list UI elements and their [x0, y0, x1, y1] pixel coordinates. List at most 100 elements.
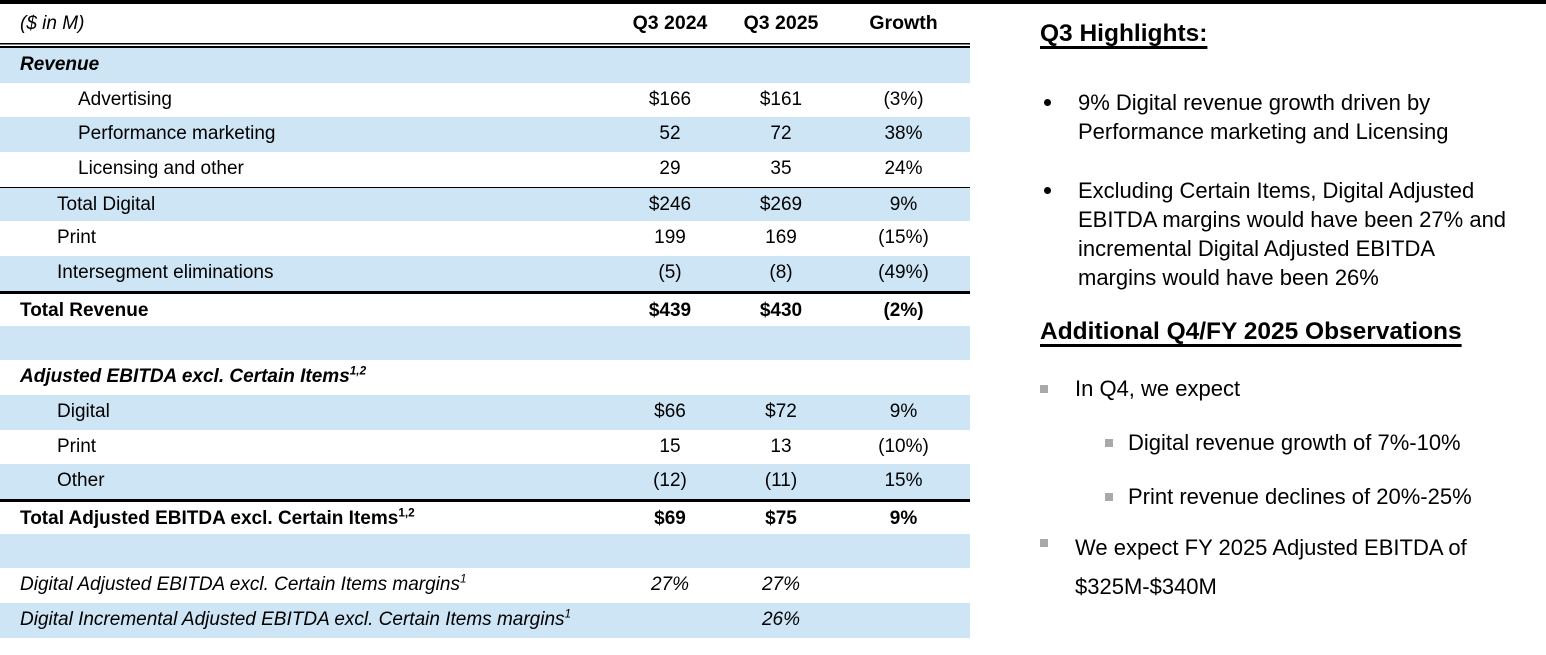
highlight-item: 9% Digital revenue growth driven by Perf…	[1040, 88, 1449, 146]
cell-value: 38%	[884, 123, 923, 145]
table-row: Total Digital $246 $269 9%	[0, 186, 970, 222]
bullet-square-icon	[1040, 539, 1048, 547]
cell-value: 52	[659, 123, 681, 145]
cell-value: $246	[648, 193, 692, 215]
row-label: Digital Adjusted EBITDA excl. Certain It…	[20, 572, 467, 596]
table-row: Revenue	[0, 48, 970, 83]
cell-value: (12)	[653, 470, 687, 492]
table-row	[0, 325, 970, 361]
cell-value: 27%	[650, 574, 690, 596]
bullet-line: margins would have been 26%	[1078, 265, 1379, 290]
table-units-note: ($ in M)	[20, 12, 85, 34]
header-double-rule	[0, 43, 970, 48]
cell-value	[615, 48, 725, 83]
bullet-line: We expect FY 2025 Adjusted EBITDA of	[1075, 535, 1467, 560]
cell-value: $66	[654, 400, 686, 422]
table-row: Other (12) (11) 15%	[0, 464, 970, 499]
cell-value	[615, 534, 725, 569]
q3-highlights-title: Q3 Highlights:	[1040, 20, 1208, 47]
cell-value: $69	[654, 507, 686, 529]
cell-value	[837, 360, 970, 395]
cell-value: 35	[770, 158, 792, 180]
column-header-growth: Growth	[869, 12, 938, 34]
table-row: Digital $66 $72 9%	[0, 394, 970, 430]
table-row: Print 199 169 (15%)	[0, 221, 970, 256]
row-label: Print	[57, 227, 97, 249]
bullet-line: In Q4, we expect	[1075, 376, 1241, 401]
row-label: Advertising	[78, 88, 172, 110]
cell-value	[725, 360, 837, 395]
cell-value	[725, 534, 837, 569]
observations-title: Additional Q4/FY 2025 Observations	[1040, 318, 1462, 345]
row-label: Licensing and other	[78, 158, 244, 180]
cell-value	[615, 326, 725, 361]
bullet-line: $325M-$340M	[1075, 574, 1217, 599]
cell-value: (8)	[769, 262, 793, 284]
cell-value: 15	[659, 435, 681, 457]
table-row: Adjusted EBITDA excl. Certain Items1,2	[0, 360, 970, 395]
cell-value: 199	[654, 227, 686, 249]
cell-value: $430	[759, 299, 803, 321]
cell-value: $166	[648, 88, 692, 110]
cell-value: (49%)	[878, 262, 929, 284]
cell-value: 15%	[884, 470, 923, 492]
cell-value: 27%	[761, 574, 801, 596]
cell-value: $161	[759, 88, 803, 110]
cell-value	[837, 48, 970, 83]
table-row: Total Revenue $439 $430 (2%)	[0, 290, 970, 326]
cell-value: 29	[659, 158, 681, 180]
table-row: Total Adjusted EBITDA excl. Certain Item…	[0, 498, 970, 534]
row-label: Intersegment eliminations	[57, 262, 274, 284]
table-row: Licensing and other 29 35 24%	[0, 152, 970, 187]
observation-item: We expect FY 2025 Adjusted EBITDA of $32…	[1040, 528, 1467, 606]
row-label: Total Digital	[57, 193, 156, 215]
cell-value	[837, 534, 970, 569]
cell-value: 26%	[761, 609, 801, 630]
table-body: Revenue Advertising $166 $161 (3%) Performanc…	[0, 48, 970, 638]
cell-value	[837, 326, 970, 361]
row-label: Performance marketing	[78, 123, 276, 145]
cell-value: (2%)	[883, 299, 924, 321]
table-row: Print 15 13 (10%)	[0, 430, 970, 465]
highlights-panel: Q3 Highlights: 9% Digital revenue growth…	[1040, 0, 1540, 655]
cell-value: 9%	[889, 507, 918, 529]
cell-value: (5)	[658, 262, 682, 284]
cell-value: $269	[759, 193, 803, 215]
table-row: Digital Incremental Adjusted EBITDA excl…	[0, 603, 970, 638]
bullet-square-icon	[1040, 385, 1048, 393]
row-label: Digital	[57, 400, 110, 422]
bullet-line: Excluding Certain Items, Digital Adjuste…	[1078, 178, 1475, 203]
cell-value	[725, 48, 837, 83]
row-label	[0, 326, 615, 361]
cell-value	[615, 360, 725, 395]
row-label: Adjusted EBITDA excl. Certain Items1,2	[20, 364, 367, 388]
row-label: Print	[57, 435, 97, 457]
column-header-q3-2025: Q3 2025	[743, 12, 819, 34]
bullet-line: EBITDA margins would have been 27% and	[1078, 207, 1507, 232]
cell-value	[725, 326, 837, 361]
bullet-line: Print revenue declines of 20%-25%	[1128, 484, 1472, 509]
row-label: Other	[57, 470, 105, 492]
cell-value: (10%)	[878, 435, 929, 457]
highlight-item: Excluding Certain Items, Digital Adjuste…	[1040, 176, 1506, 292]
table-row: Performance marketing 52 72 38%	[0, 117, 970, 153]
cell-value	[615, 603, 725, 638]
row-label: Revenue	[20, 54, 100, 75]
bullet-line: Performance marketing and Licensing	[1078, 119, 1449, 144]
observation-sub-item: Print revenue declines of 20%-25%	[1105, 482, 1472, 511]
row-label: Digital Incremental Adjusted EBITDA excl…	[20, 607, 572, 630]
row-label	[0, 534, 615, 569]
bullet-dot-icon	[1044, 99, 1051, 106]
top-divider-bar	[0, 0, 1546, 4]
bullet-line: 9% Digital revenue growth driven by	[1078, 90, 1431, 115]
cell-value: $72	[765, 400, 797, 422]
table-row: Intersegment eliminations (5) (8) (49%)	[0, 256, 970, 291]
cell-value: 24%	[884, 158, 923, 180]
financial-table: ($ in M) Q3 2024 Q3 2025 Growth Revenue A…	[0, 4, 970, 638]
observation-item: In Q4, we expect	[1040, 374, 1240, 403]
cell-value: 169	[765, 227, 797, 249]
observation-sub-item: Digital revenue growth of 7%-10%	[1105, 428, 1461, 457]
bullet-dot-icon	[1044, 187, 1051, 194]
cell-value: 13	[770, 435, 792, 457]
bullet-square-icon	[1105, 493, 1113, 501]
